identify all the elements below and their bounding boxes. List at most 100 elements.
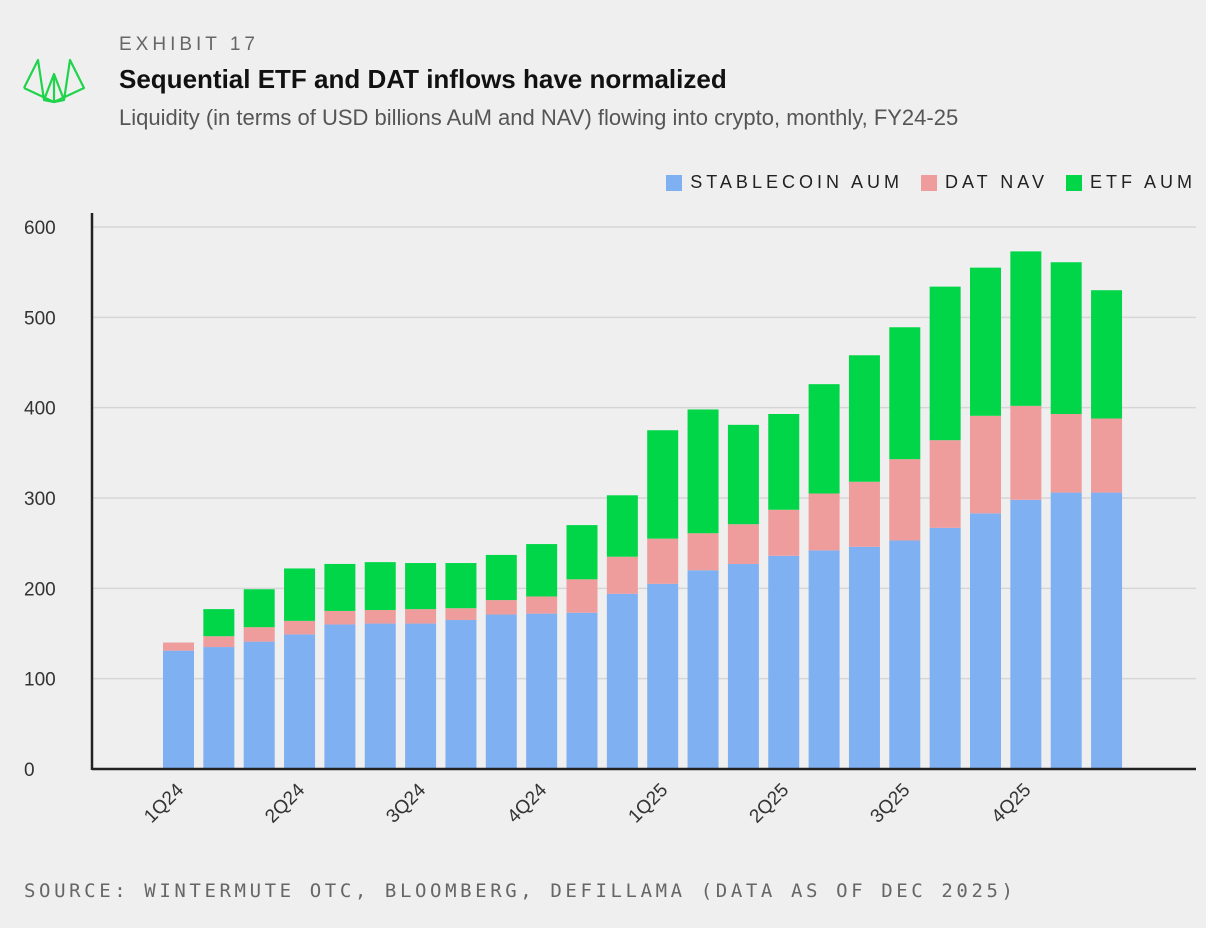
bar-segment-etf-aum bbox=[687, 409, 719, 534]
legend: STABLECOIN AUM DAT NAV ETF AUM bbox=[666, 172, 1196, 193]
bar-segment-stablecoin-aum bbox=[485, 614, 517, 769]
x-tick-label: 4Q25 bbox=[988, 780, 1036, 828]
bar-segment-dat-nav bbox=[848, 481, 880, 547]
bar-segment-stablecoin-aum bbox=[566, 612, 598, 769]
y-tick-label: 200 bbox=[24, 579, 56, 600]
bar-segment-dat-nav bbox=[889, 459, 921, 541]
bar-segment-stablecoin-aum bbox=[1050, 492, 1082, 769]
exhibit-label: EXHIBIT 17 bbox=[119, 34, 259, 55]
bar-segment-dat-nav bbox=[203, 636, 235, 648]
bar-segment-stablecoin-aum bbox=[1010, 499, 1042, 769]
bar-segment-dat-nav bbox=[445, 608, 477, 620]
y-tick-label: 600 bbox=[24, 218, 56, 239]
bar-segment-dat-nav bbox=[405, 609, 437, 624]
legend-item-stablecoin: STABLECOIN AUM bbox=[666, 172, 903, 193]
bar-segment-etf-aum bbox=[848, 355, 880, 482]
bar-segment-etf-aum bbox=[970, 267, 1001, 416]
legend-swatch bbox=[1065, 174, 1082, 191]
x-tick-label: 2Q24 bbox=[261, 779, 309, 827]
bar-segment-stablecoin-aum bbox=[848, 546, 880, 769]
bar-segment-stablecoin-aum bbox=[606, 593, 638, 769]
y-tick-label: 400 bbox=[24, 399, 56, 420]
x-tick-label: 3Q25 bbox=[867, 780, 915, 828]
bar-segment-dat-nav bbox=[566, 579, 598, 613]
bar-segment-stablecoin-aum bbox=[808, 550, 840, 769]
bar-segment-stablecoin-aum bbox=[727, 563, 759, 769]
legend-swatch bbox=[666, 174, 683, 191]
stacked-bar-chart: 0 100 200 300 400 500 600 1Q24 2Q24 3Q24 4Q24 1Q25 2… bbox=[24, 213, 1196, 828]
legend-item-etf: ETF AUM bbox=[1065, 172, 1196, 193]
bar-segment-stablecoin-aum bbox=[243, 641, 275, 769]
bar-segment-dat-nav bbox=[970, 415, 1001, 514]
y-tick-label: 0 bbox=[24, 760, 35, 781]
bar-segment-etf-aum bbox=[1050, 262, 1082, 414]
bar-segment-etf-aum bbox=[768, 413, 800, 510]
bar-segment-etf-aum bbox=[324, 563, 356, 611]
bar-segment-stablecoin-aum bbox=[768, 555, 800, 769]
bar-segment-stablecoin-aum bbox=[929, 527, 961, 769]
bar-segment-stablecoin-aum bbox=[324, 624, 356, 769]
bar-segment-stablecoin-aum bbox=[445, 619, 477, 769]
legend-label: DAT NAV bbox=[944, 172, 1048, 192]
legend-label: STABLECOIN AUM bbox=[690, 172, 903, 192]
bar-segment-dat-nav bbox=[485, 600, 517, 615]
bar-segment-dat-nav bbox=[768, 509, 800, 556]
bar-segment-dat-nav bbox=[1091, 418, 1123, 493]
bar-segment-dat-nav bbox=[687, 533, 719, 571]
bar-segment-stablecoin-aum bbox=[163, 650, 194, 769]
bar-segment-etf-aum bbox=[1091, 290, 1123, 419]
bar-segment-stablecoin-aum bbox=[284, 634, 316, 769]
bar-segment-etf-aum bbox=[284, 568, 316, 621]
bar-segment-stablecoin-aum bbox=[405, 623, 437, 769]
bar-segment-stablecoin-aum bbox=[889, 540, 921, 769]
chart-subtitle: Liquidity (in terms of USD billions AuM … bbox=[119, 105, 959, 130]
bar-segment-dat-nav bbox=[929, 440, 961, 528]
bar-segment-stablecoin-aum bbox=[687, 570, 719, 769]
legend-label: ETF AUM bbox=[1089, 172, 1196, 192]
bar-segment-dat-nav bbox=[647, 538, 679, 584]
bar-segment-dat-nav bbox=[526, 596, 558, 614]
bar-segment-etf-aum bbox=[203, 609, 235, 637]
legend-item-dat: DAT NAV bbox=[920, 172, 1048, 193]
bar-segment-etf-aum bbox=[566, 525, 598, 580]
bar-segment-stablecoin-aum bbox=[526, 613, 558, 769]
x-tick-label: 1Q24 bbox=[140, 779, 188, 827]
bar-segment-etf-aum bbox=[526, 544, 558, 597]
bar-segment-etf-aum bbox=[808, 384, 840, 494]
x-tick-label: 3Q24 bbox=[382, 779, 430, 827]
bar-segment-dat-nav bbox=[1010, 405, 1042, 500]
bar-segment-dat-nav bbox=[364, 610, 396, 624]
x-tick-label: 2Q25 bbox=[746, 780, 794, 828]
bar-segment-etf-aum bbox=[364, 562, 396, 611]
y-tick-label: 300 bbox=[24, 489, 56, 510]
x-tick-label: 4Q24 bbox=[503, 779, 551, 827]
source-note: SOURCE: WINTERMUTE OTC, BLOOMBERG, DEFIL… bbox=[24, 880, 1017, 902]
bar-segment-stablecoin-aum bbox=[647, 583, 679, 769]
bar-segment-etf-aum bbox=[243, 589, 275, 628]
bar-segment-etf-aum bbox=[1010, 251, 1042, 406]
wintermute-logo-icon bbox=[23, 58, 86, 104]
bar-segment-dat-nav bbox=[163, 642, 194, 651]
bar-segment-etf-aum bbox=[647, 430, 679, 539]
bar-segment-etf-aum bbox=[485, 554, 517, 601]
bar-segment-etf-aum bbox=[606, 495, 638, 557]
bar-segment-stablecoin-aum bbox=[970, 513, 1001, 769]
bar-segment-stablecoin-aum bbox=[203, 647, 235, 769]
bar-segment-stablecoin-aum bbox=[1091, 492, 1123, 769]
chart-title: Sequential ETF and DAT inflows have norm… bbox=[119, 64, 727, 94]
bar-segment-stablecoin-aum bbox=[364, 623, 396, 769]
legend-swatch bbox=[920, 174, 937, 191]
bar-segment-etf-aum bbox=[727, 424, 759, 525]
bar-segment-etf-aum bbox=[929, 286, 961, 441]
bar-segment-etf-aum bbox=[405, 563, 437, 610]
bar-segment-dat-nav bbox=[243, 627, 275, 642]
bar-segment-etf-aum bbox=[889, 327, 921, 460]
y-tick-label: 500 bbox=[24, 308, 56, 329]
bar-segment-etf-aum bbox=[445, 563, 477, 609]
bar-segment-dat-nav bbox=[324, 610, 356, 625]
bar-segment-dat-nav bbox=[284, 620, 316, 635]
y-tick-label: 100 bbox=[24, 670, 56, 691]
bar-segment-dat-nav bbox=[606, 556, 638, 594]
bar-segment-dat-nav bbox=[727, 524, 759, 564]
x-tick-label: 1Q25 bbox=[625, 780, 673, 828]
